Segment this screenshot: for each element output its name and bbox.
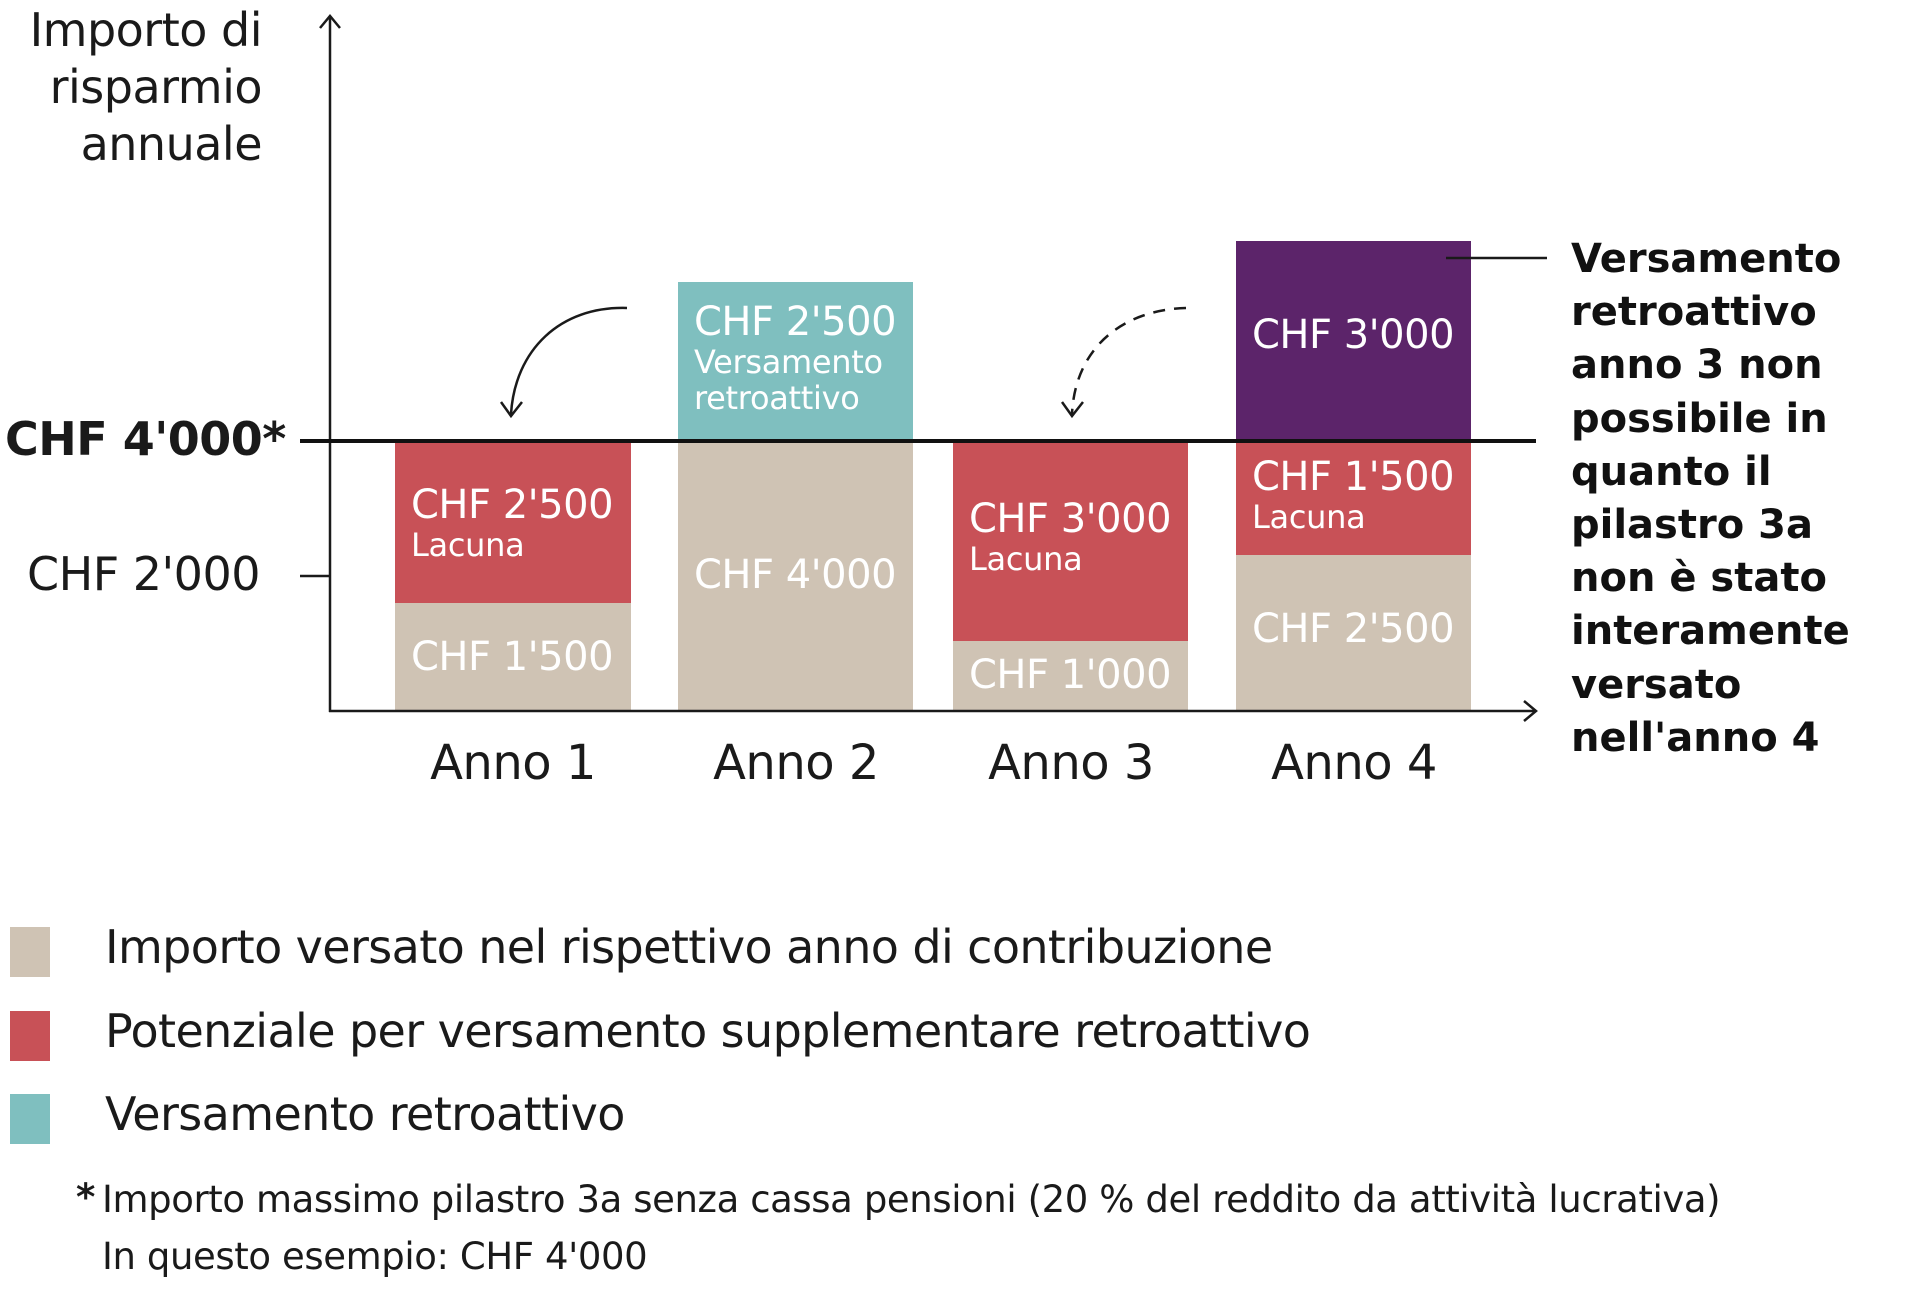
tick-label-2000: CHF 2'000 [26,547,261,601]
segment-sublabel: Versamento [694,343,883,381]
segment-value: CHF 1'000 [969,652,1172,698]
legend-label: Potenziale per versamento supplementare … [105,1004,1311,1058]
segment-value: CHF 2'500 [411,482,614,528]
note-line: quanto il [1571,448,1772,495]
x-axis-arrow-icon [1523,700,1538,722]
bar-segment-not-possible: CHF 3'000 [1236,241,1471,441]
segment-value: CHF 3'000 [969,496,1172,542]
annotation-note: Versamento retroattivo anno 3 non possib… [1571,233,1850,765]
segment-sublabel: retroattivo [694,379,860,417]
y-axis-title-line: Importo di [29,3,263,57]
arrow-head-icon [1060,401,1084,419]
y-axis-arrow-icon [319,14,341,29]
note-line: pilastro 3a [1571,502,1813,549]
y-axis-title-line: annuale [80,117,263,171]
dashed-curved-arrow-icon [1070,306,1187,415]
legend-swatch-paid [10,927,50,977]
segment-value: CHF 1'500 [411,634,614,680]
note-line: nell'anno 4 [1571,714,1820,761]
note-line: retroattivo [1571,289,1817,336]
y-axis-title-line: risparmio [49,60,263,114]
segment-value: CHF 4'000 [694,552,897,598]
bar-segment-paid: CHF 1'000 [953,641,1188,711]
note-line: Versamento [1571,236,1842,282]
segment-sublabel: Lacuna [969,540,1083,578]
legend-swatch-potential [10,1011,50,1061]
arrow-head-icon [499,401,523,419]
footnote-line: In questo esempio: CHF 4'000 [102,1235,648,1278]
chart-axes [300,14,1547,722]
segment-sublabel: Lacuna [1252,498,1366,536]
category-label-anno-4: Anno 4 [1271,735,1437,791]
note-line: possibile in [1571,395,1828,442]
legend-label: Versamento retroattivo [105,1087,625,1141]
note-line: anno 3 non [1571,342,1823,389]
note-line: interamente [1571,608,1850,655]
bar-segment-lacuna: CHF 1'500 Lacuna [1236,441,1471,555]
y-axis-title: Importo di risparmio annuale [29,2,263,173]
segment-value: CHF 3'000 [1252,312,1455,358]
reference-tick-label: CHF 4'000* [5,412,286,466]
category-label-anno-2: Anno 2 [713,735,879,791]
legend-swatch-retroactive [10,1094,50,1144]
segment-value: CHF 2'500 [694,299,897,345]
bar-segment-paid: CHF 2'500 [1236,555,1471,711]
note-line: versato [1571,661,1742,708]
segment-value: CHF 1'500 [1252,454,1455,500]
legend-label: Importo versato nel rispettivo anno di c… [105,920,1273,974]
curved-arrow-icon [509,306,628,415]
footnote-marker: * [76,1176,95,1219]
bar-segment-lacuna: CHF 3'000 Lacuna [953,441,1188,641]
footnote-line: Importo massimo pilastro 3a senza cassa … [102,1178,1721,1221]
segment-sublabel: Lacuna [411,526,525,564]
bar-segment-lacuna: CHF 2'500 Lacuna [395,441,631,603]
bar-segment-paid: CHF 4'000 [678,441,913,711]
note-line: non è stato [1571,555,1827,602]
segment-value: CHF 2'500 [1252,606,1455,652]
category-label-anno-3: Anno 3 [988,735,1154,791]
bar-segment-retroactive: CHF 2'500 Versamento retroattivo [678,282,913,441]
bar-segment-paid: CHF 1'500 [395,603,631,711]
category-label-anno-1: Anno 1 [430,735,596,791]
